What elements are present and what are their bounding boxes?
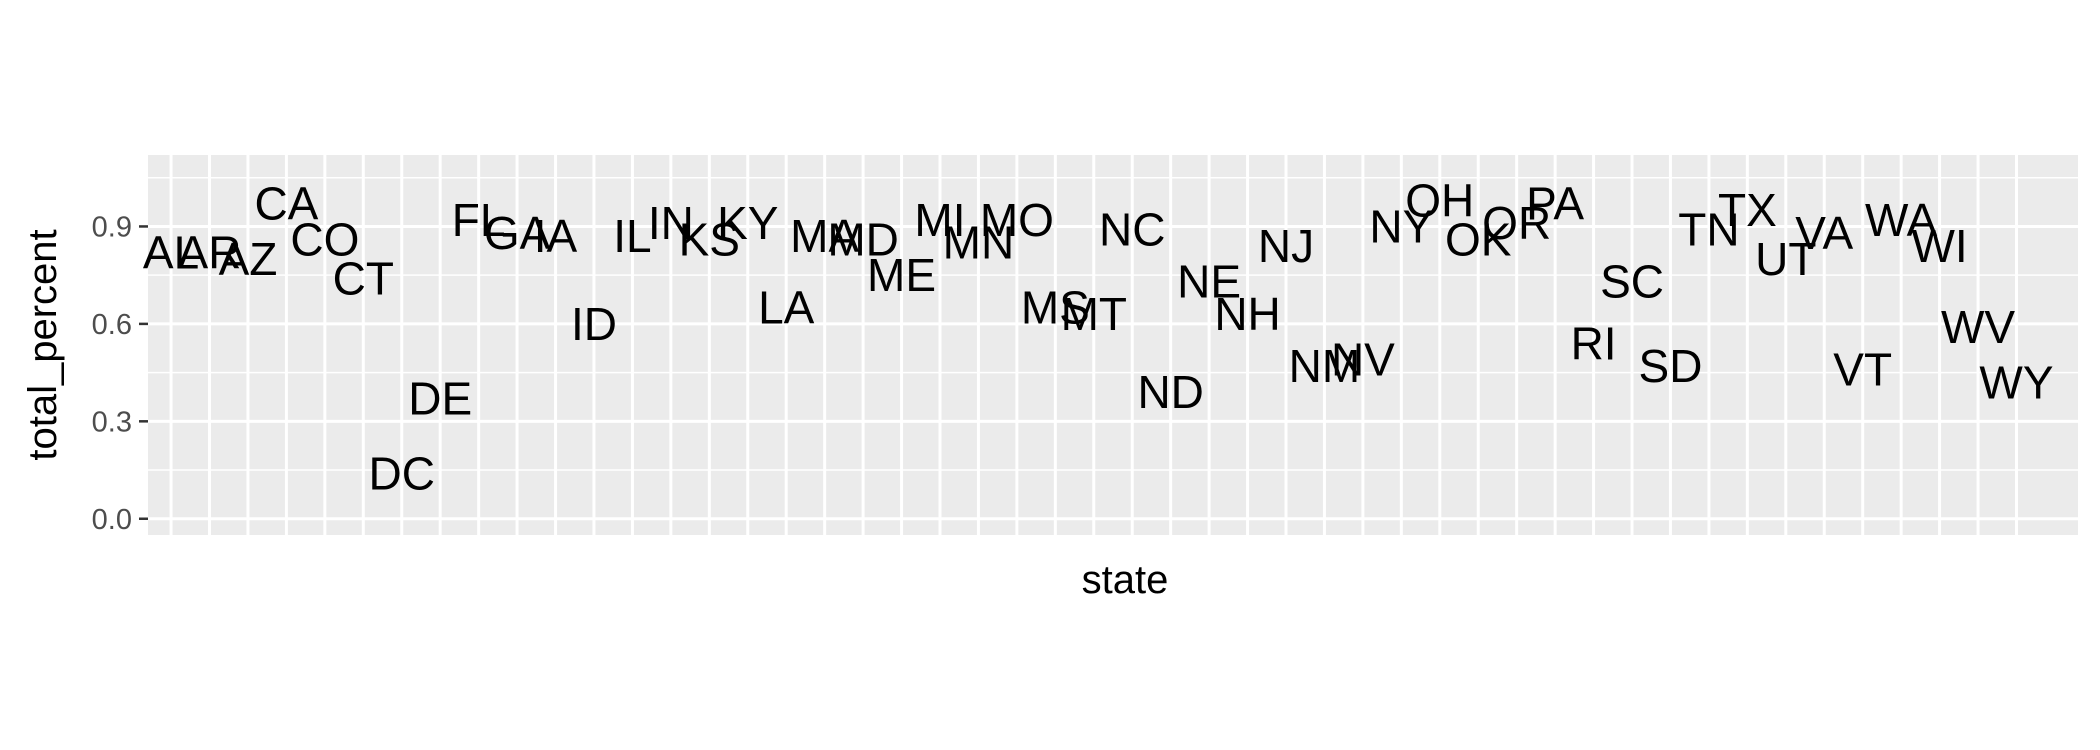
point-label-ia: IA	[534, 210, 578, 262]
point-label-ma: MA	[790, 210, 859, 262]
point-label-in: IN	[648, 197, 694, 249]
y-axis-title: total_percent	[21, 229, 65, 460]
point-label-wa: WA	[1865, 194, 1938, 246]
point-label-ut: UT	[1755, 233, 1816, 285]
point-label-ar: AR	[178, 226, 242, 278]
point-label-nm: NM	[1289, 340, 1361, 392]
point-label-oh: OH	[1405, 174, 1474, 226]
plot-panel	[148, 155, 2078, 535]
point-label-fl: FL	[452, 194, 506, 246]
y-tick-label: 0.3	[92, 406, 132, 438]
x-axis-title: state	[1082, 558, 1169, 602]
point-label-az: AZ	[219, 233, 278, 285]
point-label-ga: GA	[484, 207, 551, 259]
point-label-wi: WI	[1911, 220, 1967, 272]
point-label-ms: MS	[1021, 282, 1090, 334]
y-tick-label: 0.0	[92, 504, 132, 536]
point-label-id: ID	[571, 298, 617, 350]
point-label-md: MD	[827, 213, 899, 265]
point-label-la: LA	[758, 282, 815, 334]
point-label-tx: TX	[1718, 184, 1777, 236]
major-gridlines	[148, 155, 2078, 535]
point-label-or: OR	[1482, 197, 1551, 249]
point-label-de: DE	[408, 373, 472, 425]
y-axis: 0.0 0.3 0.6 0.9	[92, 211, 148, 536]
point-label-sc: SC	[1600, 256, 1664, 308]
point-label-nc: NC	[1099, 204, 1165, 256]
point-label-wy: WY	[1979, 356, 2053, 408]
point-label-va: VA	[1795, 207, 1853, 259]
point-label-nj: NJ	[1258, 220, 1314, 272]
point-label-nv: NV	[1331, 334, 1395, 386]
point-label-pa: PA	[1526, 178, 1584, 230]
point-label-me: ME	[867, 249, 936, 301]
point-label-nd: ND	[1137, 366, 1203, 418]
point-label-mn: MN	[943, 217, 1015, 269]
point-label-il: IL	[613, 210, 651, 262]
point-label-ks: KS	[679, 213, 740, 265]
point-label-ne: NE	[1177, 256, 1241, 308]
point-label-ri: RI	[1571, 317, 1617, 369]
point-label-mt: MT	[1061, 288, 1127, 340]
point-label-al: AL	[143, 226, 199, 278]
point-label-tn: TN	[1678, 204, 1739, 256]
point-label-dc: DC	[369, 447, 435, 499]
y-tick-label: 0.9	[92, 211, 132, 243]
point-label-nh: NH	[1214, 288, 1280, 340]
point-label-ct: CT	[333, 252, 394, 304]
point-label-co: CO	[290, 213, 359, 265]
point-label-ky: KY	[717, 197, 778, 249]
point-label-mo: MO	[980, 194, 1054, 246]
point-label-mi: MI	[914, 194, 965, 246]
point-label-vt: VT	[1833, 343, 1892, 395]
point-label-ca: CA	[254, 178, 318, 230]
point-label-sd: SD	[1639, 340, 1703, 392]
point-label-ok: OK	[1445, 213, 1512, 265]
point-label-wv: WV	[1941, 301, 2015, 353]
y-tick-label: 0.6	[92, 309, 132, 341]
minor-gridlines	[148, 176, 2078, 471]
point-label-ny: NY	[1369, 200, 1433, 252]
